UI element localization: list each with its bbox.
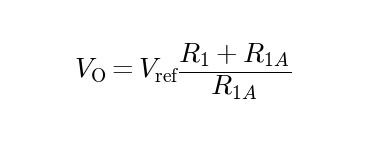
Text: $\it{V}_{\rm{O}} = \it{V}_{\rm{ref}} \dfrac{R_1 + R_{1A}}{R_{1A}}$: $\it{V}_{\rm{O}} = \it{V}_{\rm{ref}} \df… [74, 41, 291, 102]
